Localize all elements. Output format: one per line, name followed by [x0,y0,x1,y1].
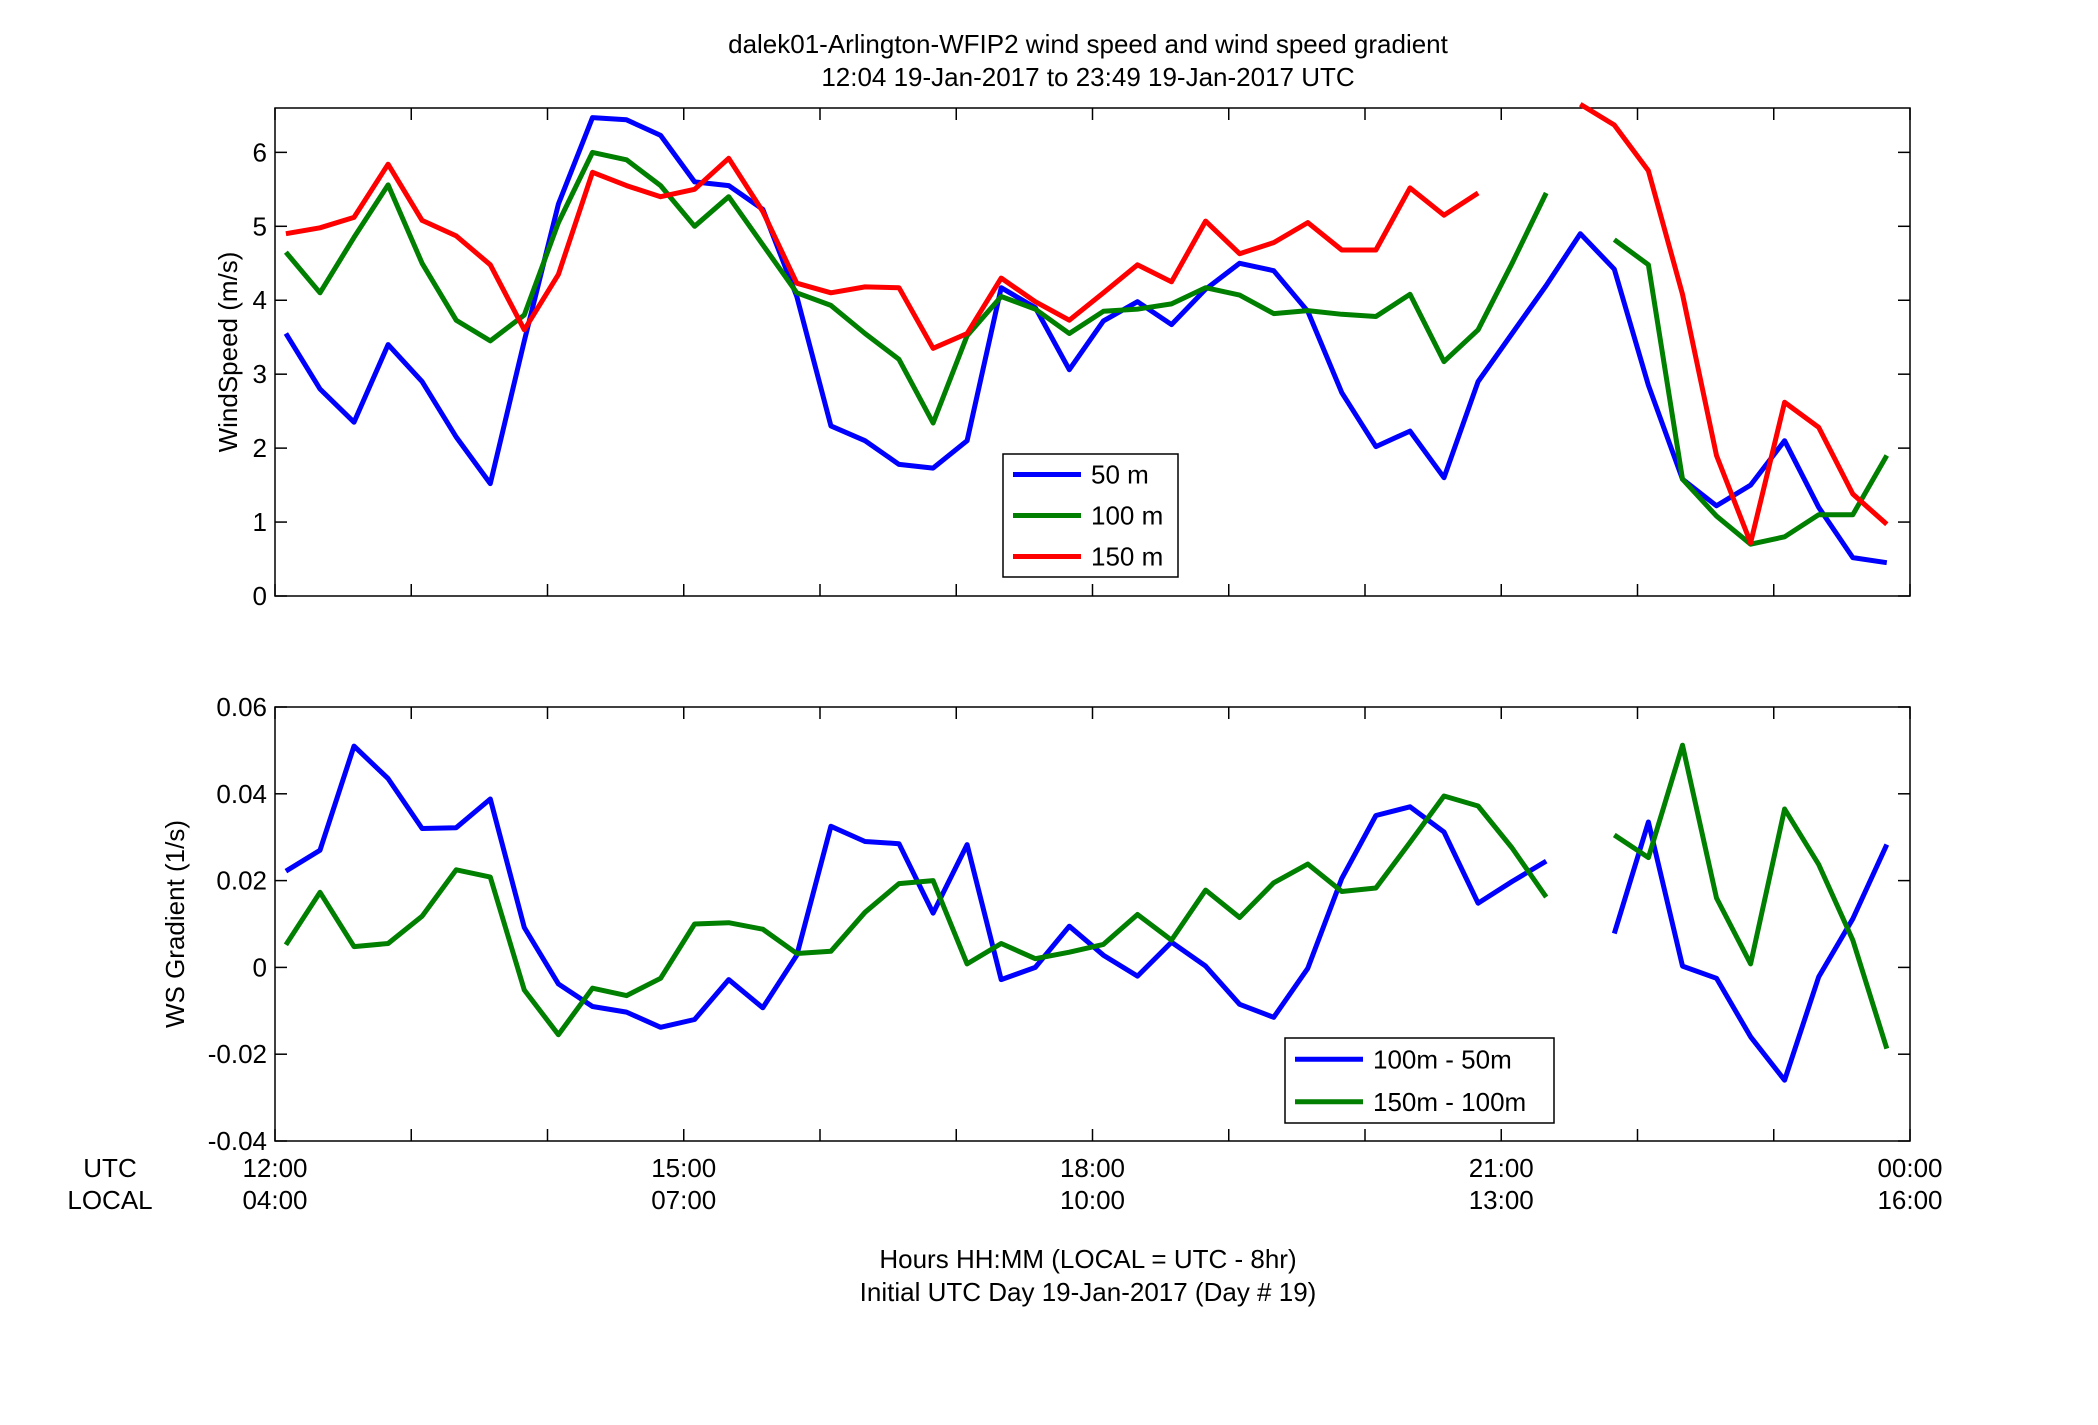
series-line [283,742,1890,1050]
local-tick-label: 04:00 [242,1185,307,1215]
series-line [283,115,1888,566]
local-row-label: LOCAL [67,1185,152,1215]
series-line [284,743,1890,1083]
utc-tick-label: 12:00 [242,1153,307,1183]
local-tick-label: 16:00 [1877,1185,1942,1215]
legend-label: 100m - 50m [1373,1044,1512,1074]
windspeed-series [283,102,1889,566]
utc-tick-label: 15:00 [651,1153,716,1183]
legend-label: 150m - 100m [1373,1087,1526,1117]
gradient-panel: -0.04 -0.02 0 0.02 0.04 0.06 WS Gradient (1/s… [160,692,1911,1156]
local-tick-label: 10:00 [1060,1185,1125,1215]
gradient-y-label: WS Gradient (1/s) [160,820,190,1028]
utc-tick-label: 18:00 [1060,1153,1125,1183]
legend-label: 150 m [1091,542,1163,572]
y-tick-label: 0.06 [216,692,267,722]
gradient-axes-box [274,706,1911,1142]
windspeed-y-ticks: 0 1 2 3 4 5 6 [253,137,1910,611]
utc-tick-label: 21:00 [1469,1153,1534,1183]
utc-tick-label: 00:00 [1877,1153,1942,1183]
gradient-x-ticks [274,707,1911,1141]
gradient-y-ticks: -0.04 -0.02 0 0.02 0.04 0.06 [208,692,1910,1156]
x-axis-label-line2: Initial UTC Day 19-Jan-2017 (Day # 19) [860,1277,1317,1307]
local-tick-label: 07:00 [651,1185,716,1215]
utc-tick-labels: 12:00 15:00 18:00 21:00 00:00 [242,1153,1942,1183]
utc-row-label: UTC [83,1153,136,1183]
y-tick-label: 5 [253,211,267,241]
y-tick-label: -0.04 [208,1126,267,1156]
legend-label: 50 m [1091,460,1149,490]
chart-title-line1: dalek01-Arlington-WFIP2 wind speed and w… [728,29,1449,59]
gradient-series [283,742,1890,1083]
y-tick-label: 0.02 [216,866,267,896]
windspeed-panel: 0 1 2 3 4 5 6 WindSpeed (m/s) 50 m 100 m 150 m [213,102,1911,611]
windspeed-legend: 50 m 100 m 150 m [1002,453,1179,578]
y-tick-label: -0.02 [208,1039,267,1069]
y-tick-label: 2 [253,433,267,463]
local-tick-labels: 04:00 07:00 10:00 13:00 16:00 [242,1185,1942,1215]
chart-title-line2: 12:04 19-Jan-2017 to 23:49 19-Jan-2017 U… [821,62,1354,92]
windspeed-y-label: WindSpeed (m/s) [213,252,243,453]
local-tick-label: 13:00 [1469,1185,1534,1215]
windspeed-x-ticks [274,108,1911,596]
legend-label: 100 m [1091,501,1163,531]
y-tick-label: 6 [253,137,267,167]
y-tick-label: 0 [253,952,267,982]
y-tick-label: 0.04 [216,779,267,809]
x-axis-label-line1: Hours HH:MM (LOCAL = UTC - 8hr) [879,1244,1296,1274]
series-line [285,102,1889,546]
gradient-legend: 100m - 50m 150m - 100m [1284,1037,1555,1124]
y-tick-label: 1 [253,507,267,537]
y-tick-label: 4 [253,285,267,315]
y-tick-label: 3 [253,359,267,389]
legend-box [1284,1037,1555,1124]
y-tick-label: 0 [253,581,267,611]
